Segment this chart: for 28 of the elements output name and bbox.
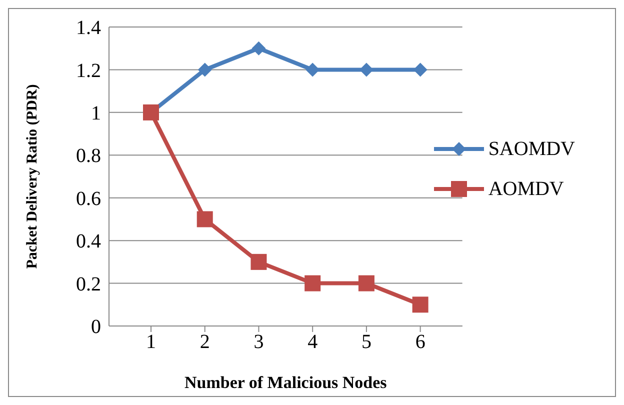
point [252, 41, 266, 56]
y-axis-title: Packet Delivery Ratio (PDR) [24, 84, 40, 269]
y-tick-label: 0.2 [76, 273, 101, 296]
point [198, 62, 212, 77]
y-tick-label: 1 [91, 102, 101, 125]
y-tick-label: 0.6 [76, 188, 101, 210]
y-tick-label: 1.4 [76, 17, 101, 40]
x-tick-label: 3 [254, 331, 264, 354]
y-tick-label: 1.2 [76, 60, 101, 82]
y-tick-label: 0 [91, 316, 101, 338]
point [250, 254, 267, 270]
x-tick-label: 5 [361, 331, 372, 354]
y-tick-label: 0.4 [76, 230, 101, 253]
point [196, 211, 213, 228]
legend-label: AOMDV [488, 178, 564, 200]
x-tick-label: 6 [415, 331, 426, 354]
point [304, 275, 321, 292]
point [358, 275, 374, 292]
point [412, 296, 428, 313]
point [306, 62, 320, 77]
x-tick-label: 4 [308, 331, 318, 354]
x-tick-label: 2 [200, 331, 210, 354]
point [359, 62, 374, 77]
x-axis-title: Number of Malicious Nodes [184, 373, 388, 392]
x-tick-label: 1 [146, 331, 156, 354]
point [413, 62, 428, 77]
legend-label: SAOMDV [488, 138, 575, 160]
y-tick-label: 0.8 [76, 145, 101, 168]
